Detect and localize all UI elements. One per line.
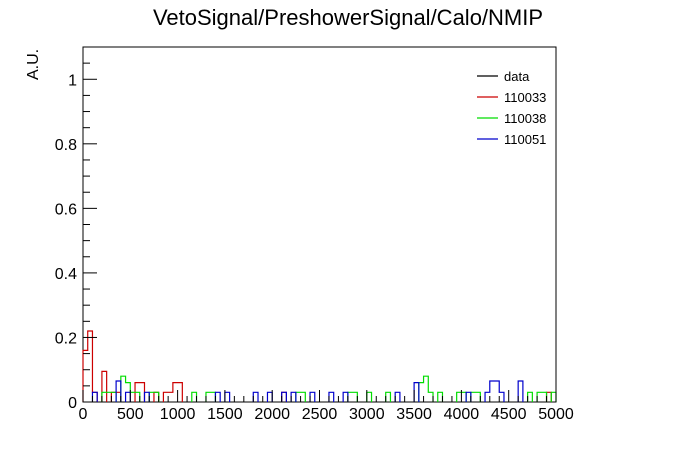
legend: data 110033 110038 110051 <box>477 69 546 147</box>
y-tick-label: 1 <box>68 72 77 89</box>
series-110038-histogram <box>101 375 557 402</box>
legend-label-110038: 110038 <box>504 111 546 126</box>
histogram-series-layer <box>82 330 557 402</box>
legend-label-110033: 110033 <box>504 90 546 105</box>
y-tick-label: 0.6 <box>55 201 77 218</box>
x-tick-label: 500 <box>117 406 144 423</box>
y-axis-label: A.U. <box>25 49 42 80</box>
x-tick-label: 2500 <box>302 406 338 423</box>
x-tick-label: 5000 <box>538 406 574 423</box>
legend-label-data: data <box>504 69 530 84</box>
y-tick-label: 0.4 <box>55 266 77 283</box>
y-tick-label: 0.2 <box>55 330 77 347</box>
x-tick-label: 3000 <box>349 406 385 423</box>
axes-layer: 0 500 1000 1500 2000 2500 3000 3500 4000 4500 5000… <box>55 46 574 423</box>
x-tick-label: 1000 <box>160 406 196 423</box>
x-tick-label: 1500 <box>207 406 243 423</box>
x-tick-label: 0 <box>79 406 88 423</box>
x-tick-label: 4000 <box>444 406 480 423</box>
x-tick-label: 2000 <box>254 406 290 423</box>
legend-label-110051: 110051 <box>504 132 546 147</box>
chart-title: VetoSignal/PreshowerSignal/Calo/NMIP <box>153 5 543 30</box>
series-110051-histogram <box>91 380 524 402</box>
x-tick-label: 4500 <box>491 406 527 423</box>
x-tick-label: 3500 <box>396 406 432 423</box>
plot-frame <box>82 46 557 403</box>
plot-area-border <box>82 46 557 403</box>
y-tick-label: 0 <box>68 395 77 412</box>
y-tick-label: 0.8 <box>55 137 77 154</box>
series-110033-histogram <box>82 330 552 402</box>
